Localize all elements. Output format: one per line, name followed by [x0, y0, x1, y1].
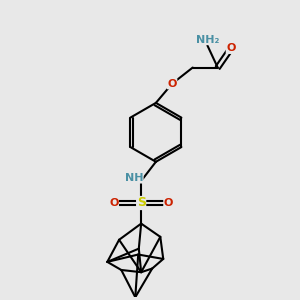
Text: NH₂: NH₂ [196, 34, 219, 45]
Text: NH: NH [124, 173, 143, 183]
Text: O: O [109, 198, 119, 208]
Text: O: O [226, 44, 236, 53]
Text: O: O [167, 79, 177, 89]
Text: S: S [137, 196, 146, 209]
Text: O: O [164, 198, 173, 208]
